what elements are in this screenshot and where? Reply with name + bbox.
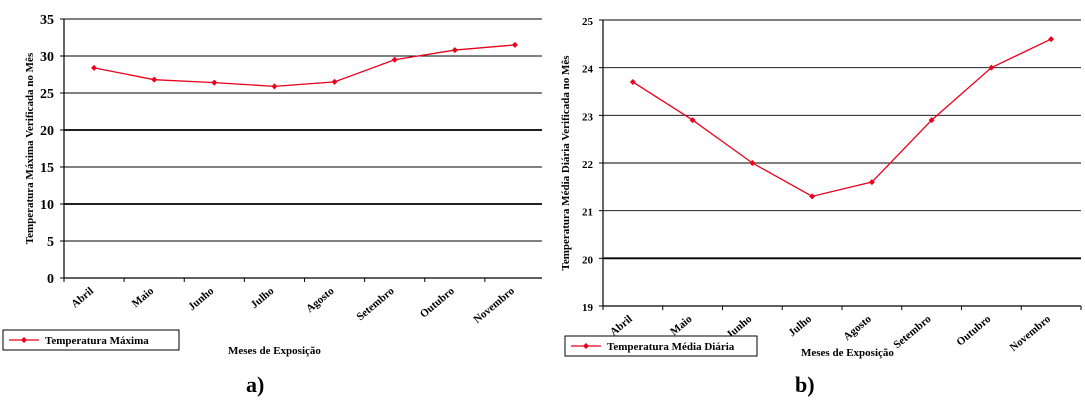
x-tick-label: Agosto: [841, 313, 874, 343]
y-tick-label: 15: [40, 161, 54, 176]
x-tick-label: Julho: [786, 313, 814, 339]
x-tick-label: Abril: [69, 285, 96, 310]
x-tick-label: Setembro: [354, 285, 397, 323]
y-tick-label: 24: [582, 64, 594, 76]
y-tick-label: 5: [47, 235, 54, 250]
y-tick-label: 35: [40, 13, 54, 28]
y-tick-label: 25: [40, 87, 54, 102]
y-tick-label: 10: [40, 198, 54, 213]
x-tick-label: Maio: [668, 313, 695, 338]
x-tick-label: Agosto: [304, 285, 337, 315]
legend-label: Temperatura Média Diária: [607, 341, 735, 353]
data-point: [91, 65, 97, 71]
data-point: [151, 77, 157, 83]
y-axis-title: Temperatura Média Diária Verificada no M…: [560, 55, 572, 271]
x-tick-label: Novembro: [471, 285, 517, 326]
x-axis-title: Meses de Exposição: [801, 347, 894, 359]
panel-label-b: b): [795, 372, 815, 398]
x-tick-label: Outubro: [418, 285, 457, 321]
data-point: [809, 193, 815, 199]
y-tick-label: 20: [40, 124, 54, 139]
y-tick-label: 21: [582, 207, 593, 219]
y-tick-label: 25: [582, 16, 594, 28]
y-tick-label: 19: [582, 302, 594, 314]
x-tick-label: Novembro: [1008, 313, 1054, 354]
x-tick-label: Abril: [608, 313, 635, 338]
panel-label-a: a): [246, 372, 264, 398]
x-tick-label: Julho: [249, 285, 277, 311]
x-tick-label: Setembro: [891, 313, 934, 351]
y-tick-label: 0: [47, 272, 54, 287]
series-line: [94, 45, 515, 86]
x-tick-label: Outubro: [954, 313, 993, 349]
x-tick-label: Maio: [130, 285, 157, 310]
y-axis-title: Temperatura Máxima Verificada no Mês: [24, 52, 36, 244]
data-point: [452, 47, 458, 53]
series-line: [633, 39, 1051, 196]
y-tick-label: 23: [582, 111, 594, 123]
y-tick-label: 22: [582, 159, 594, 171]
data-point: [271, 83, 277, 89]
x-axis-title: Meses de Exposição: [228, 345, 321, 357]
chart-panel-b: 19 20 21 22 23 24 25 Abril Maio Junho Julho Agosto S…: [543, 0, 1085, 407]
data-point: [1048, 36, 1054, 42]
legend-label: Temperatura Máxima: [45, 335, 149, 347]
chart-panel-a: 0 5 10 15 20 25 30 35 Abril Maio Junho Julho Agosto S…: [0, 0, 542, 407]
data-point: [392, 57, 398, 63]
x-tick-label: Junho: [186, 285, 217, 313]
y-tick-label: 20: [582, 254, 594, 266]
data-point: [332, 79, 338, 85]
line-chart-a: 0 5 10 15 20 25 30 35 Abril Maio Junho Julho Agosto S…: [0, 0, 542, 370]
data-point: [211, 80, 217, 86]
data-point: [512, 42, 518, 48]
y-tick-label: 30: [40, 50, 54, 65]
